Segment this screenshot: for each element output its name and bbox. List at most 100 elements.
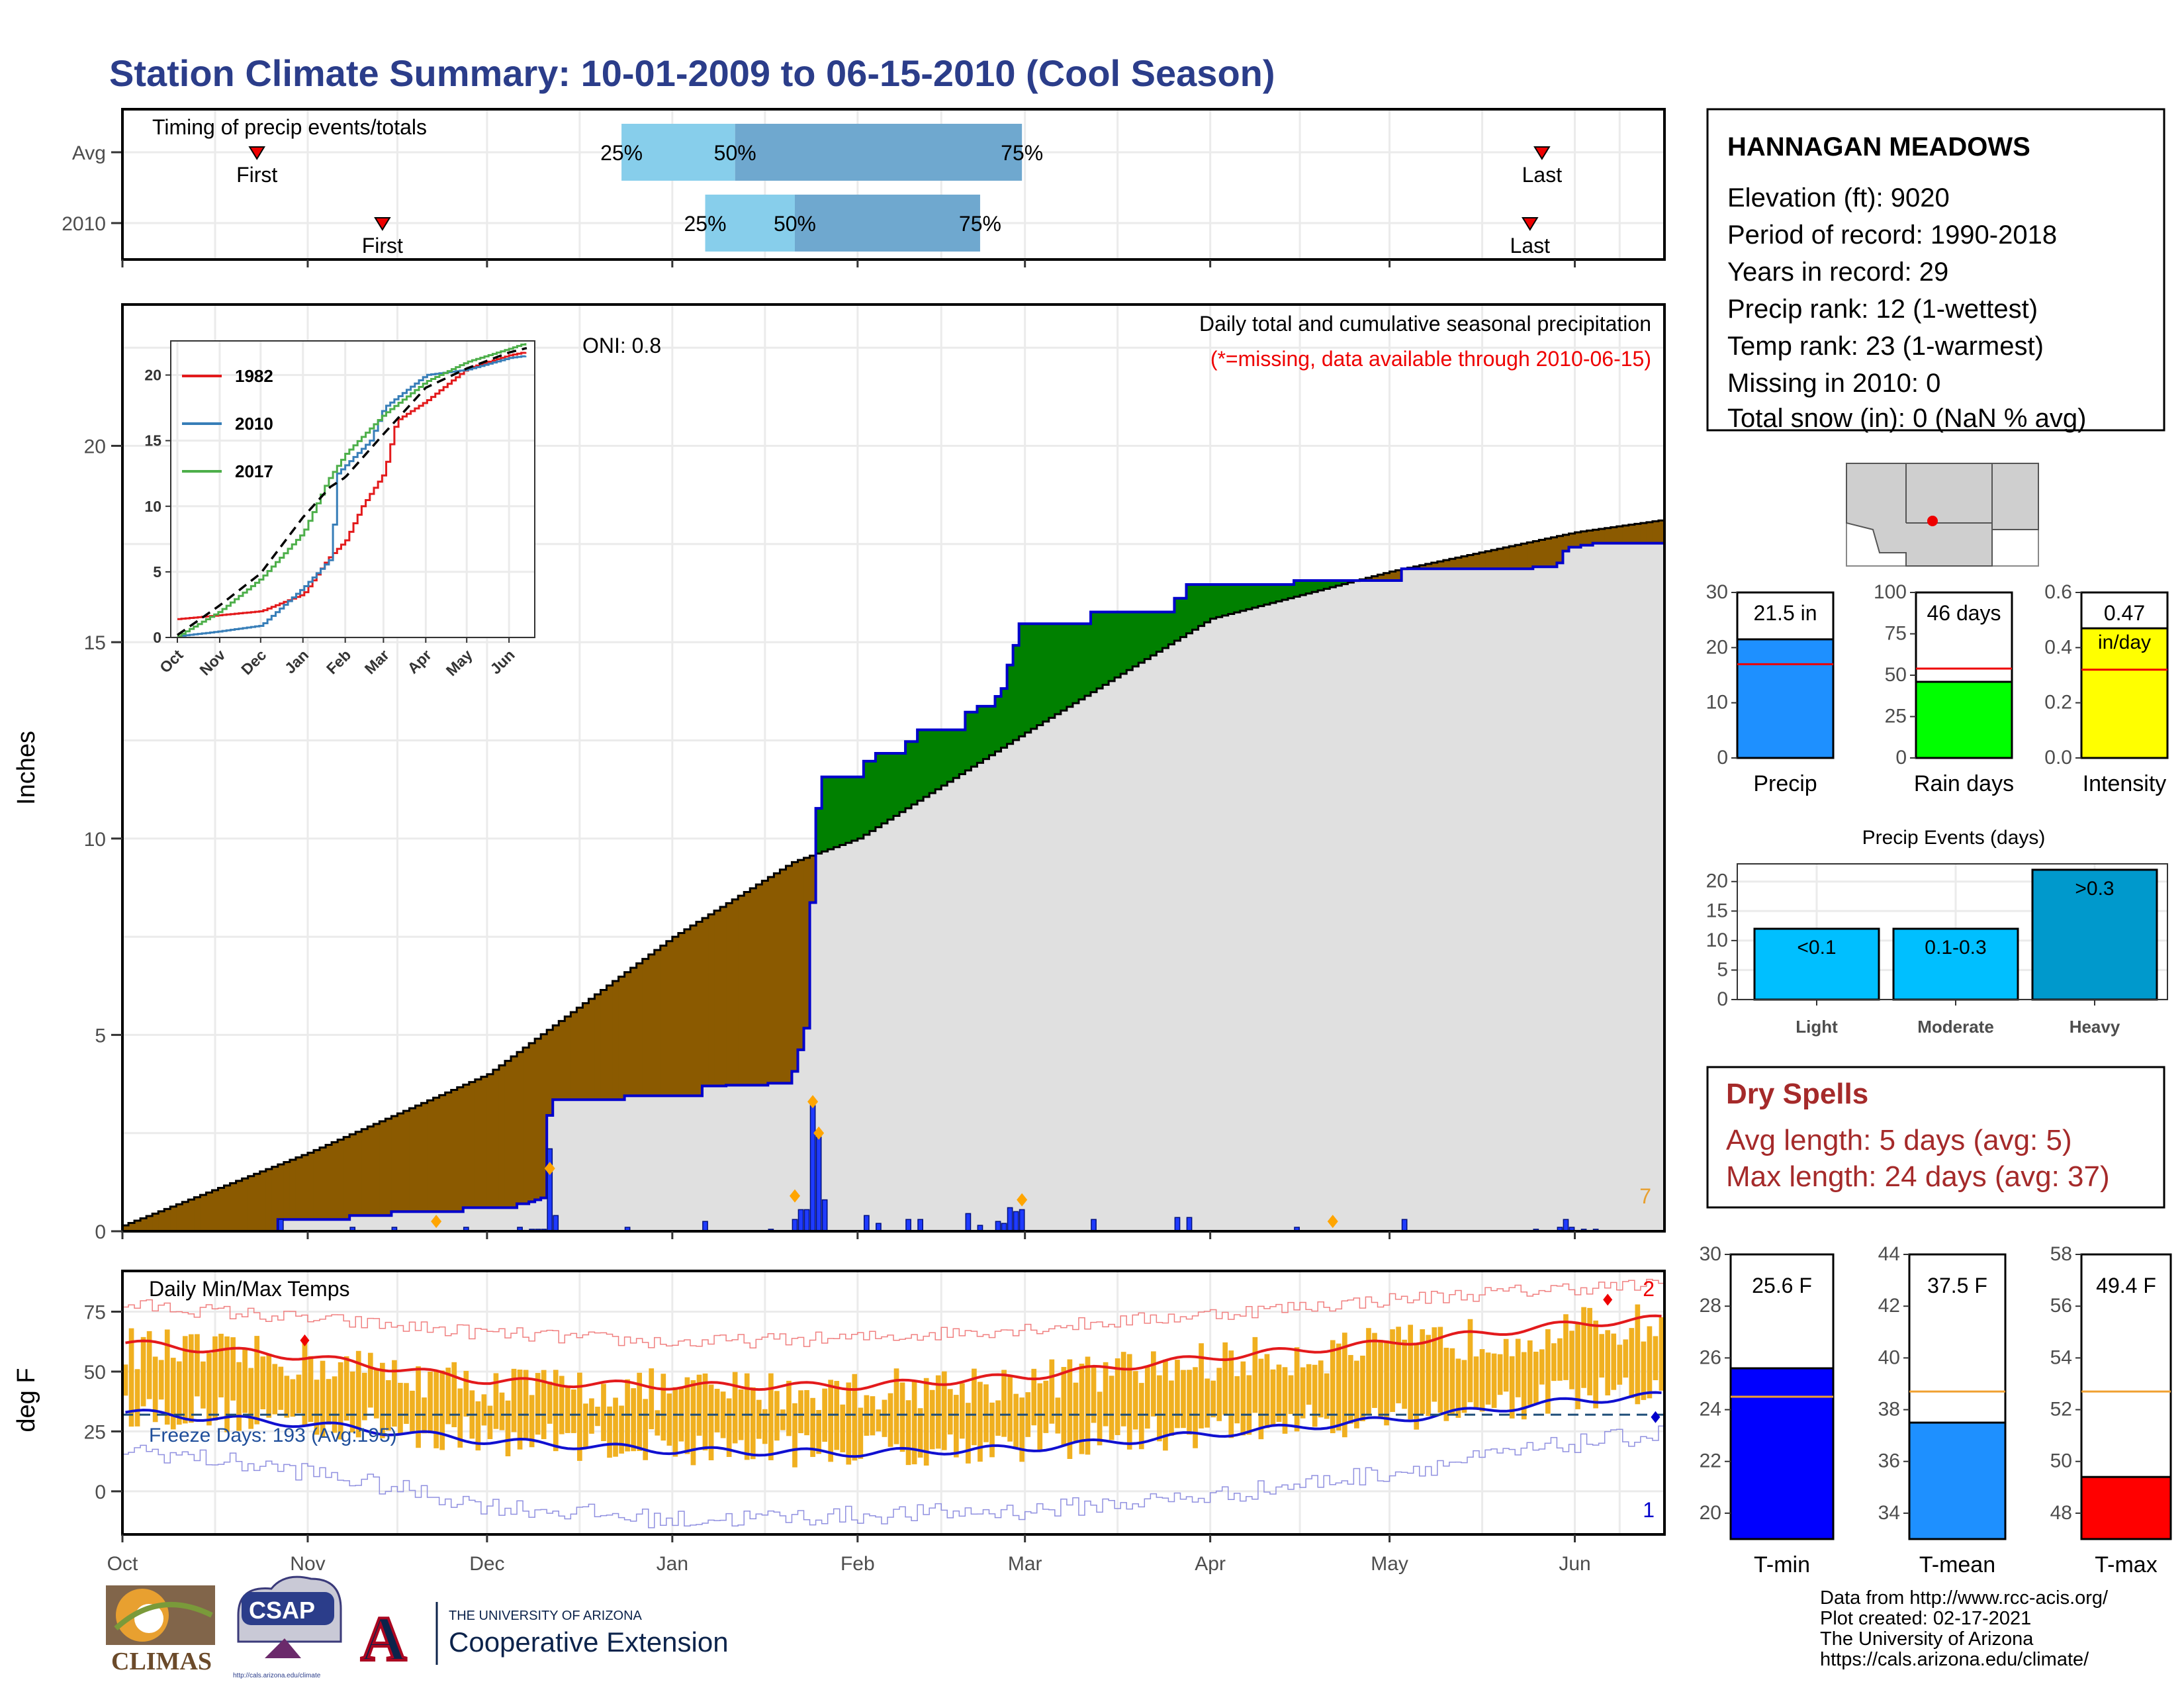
below-average-fill xyxy=(1371,576,1379,581)
below-average-fill xyxy=(1473,553,1480,569)
x-tick-label: Jan xyxy=(657,1553,688,1575)
below-average-fill xyxy=(1503,547,1510,569)
last-event-marker xyxy=(1533,146,1551,160)
daily-temp-bar xyxy=(349,1371,355,1433)
daily-temp-bar xyxy=(1659,1317,1664,1391)
above-average-fill xyxy=(1269,584,1277,603)
daily-temp-bar xyxy=(1181,1370,1186,1429)
below-average-fill xyxy=(1509,546,1516,569)
daily-temp-bar xyxy=(595,1407,600,1427)
daily-temp-bar xyxy=(798,1390,803,1434)
daily-temp-bar xyxy=(702,1373,708,1451)
above-average-fill xyxy=(1251,584,1259,608)
above-average-fill xyxy=(941,729,948,786)
daily-temp-bar xyxy=(619,1405,624,1454)
dry-spells-title: Dry Spells xyxy=(1726,1078,1868,1110)
daily-temp-bar xyxy=(690,1380,696,1466)
first-event-label: First xyxy=(236,163,277,187)
daily-temp-bar xyxy=(1414,1343,1420,1430)
below-average-fill xyxy=(666,941,673,1096)
above-average-fill xyxy=(821,776,829,852)
daily-temp-bar xyxy=(643,1399,649,1460)
daily-temp-bar xyxy=(666,1393,672,1446)
below-average-fill xyxy=(1658,520,1665,543)
daily-temp-bar xyxy=(917,1408,923,1458)
daily-temp-bar xyxy=(762,1409,768,1444)
above-average-fill xyxy=(1228,584,1235,614)
below-average-fill xyxy=(756,884,762,1086)
csap-logo-text: CSAP xyxy=(249,1597,315,1624)
below-average-fill xyxy=(1616,526,1623,543)
daily-temp-bar xyxy=(1234,1376,1240,1424)
below-average-fill xyxy=(1604,528,1612,543)
temp-summary-y-tick-label: 42 xyxy=(1878,1295,1900,1317)
above-average-fill xyxy=(1066,624,1073,707)
below-average-fill xyxy=(1527,542,1533,569)
daily-temp-bar xyxy=(972,1368,977,1446)
precip-events-bar-label: >0.3 xyxy=(2075,878,2114,900)
x-tick-label: Oct xyxy=(107,1553,138,1575)
daily-temp-bar xyxy=(911,1381,917,1465)
temp-border xyxy=(121,1270,1666,1536)
daily-temp-bar xyxy=(583,1403,588,1449)
station-line: Period of record: 1990-2018 xyxy=(1727,220,2057,250)
daily-temp-bar xyxy=(1378,1340,1383,1417)
below-average-fill xyxy=(1479,552,1486,569)
daily-temp-bar xyxy=(1228,1350,1234,1438)
daily-temp-bar xyxy=(122,1364,128,1396)
daily-temp-bar xyxy=(523,1370,529,1440)
above-average-fill xyxy=(899,753,906,812)
summary-bars: 21.5 in 0 10 20 30 Precip 46 days 0 25 50 75 100 Rai… xyxy=(1706,581,2169,796)
daily-temp-bar xyxy=(481,1394,487,1426)
below-average-fill xyxy=(182,1201,189,1231)
above-average-fill xyxy=(1150,612,1157,656)
below-average-fill xyxy=(690,925,697,1096)
temperature-summary-bars: 25.6 F 20 22 24 26 28 30 T-min 37.5 F 34 36 38 40 42 4… xyxy=(1700,1243,2172,1577)
below-average-fill xyxy=(122,1225,129,1231)
daily-precip-bar xyxy=(1013,1211,1019,1232)
ua-logo: A THE UNIVERSITY OF ARIZONA Cooperative … xyxy=(359,1602,729,1675)
precip-events-border xyxy=(1737,863,2168,1000)
above-average-fill xyxy=(1030,624,1038,729)
daily-temp-bar xyxy=(326,1379,332,1425)
daily-temp-bar xyxy=(1222,1342,1228,1415)
above-average-fill xyxy=(887,753,894,820)
daily-temp-bar xyxy=(1461,1360,1467,1413)
above-average-fill xyxy=(1042,624,1050,722)
below-average-fill xyxy=(642,959,649,1096)
daily-temp-bar xyxy=(899,1382,905,1452)
below-average-fill xyxy=(1580,531,1588,545)
daily-temp-bar xyxy=(332,1376,338,1433)
daily-temp-bar xyxy=(828,1380,834,1462)
daily-temp-bar xyxy=(361,1372,367,1421)
temp-summary-y-tick-label: 44 xyxy=(1878,1243,1900,1265)
daily-temp-bar xyxy=(1013,1393,1019,1448)
daily-temp-bar xyxy=(756,1399,762,1439)
below-average-fill xyxy=(1610,527,1617,543)
daily-temp-bar xyxy=(1270,1369,1276,1425)
daily-temp-bar xyxy=(983,1384,989,1442)
daily-temp-bar xyxy=(660,1374,666,1441)
below-average-fill xyxy=(134,1221,141,1231)
below-average-fill xyxy=(128,1223,135,1231)
daily-precip-bar xyxy=(547,1148,553,1232)
below-average-fill xyxy=(786,866,793,1084)
daily-temp-bar xyxy=(577,1372,582,1461)
below-average-fill xyxy=(504,1060,512,1208)
above-average-fill xyxy=(1162,612,1169,648)
below-average-fill xyxy=(463,1084,470,1208)
below-average-fill xyxy=(624,972,631,1096)
below-average-fill xyxy=(547,1029,553,1115)
precip-events-bar xyxy=(1753,927,1880,1001)
precip-events-title: Precip Events (days) xyxy=(1862,827,2046,849)
daily-temp-bar xyxy=(224,1336,230,1432)
daily-temp-bar xyxy=(134,1369,140,1427)
daily-temp-bar xyxy=(1449,1348,1455,1416)
below-average-fill xyxy=(1521,543,1527,569)
daily-temp-bar xyxy=(720,1391,726,1438)
below-average-fill xyxy=(696,921,703,1096)
above-average-fill xyxy=(857,776,864,839)
below-average-fill xyxy=(529,1043,535,1202)
daily-temp-bar xyxy=(1432,1327,1437,1402)
temp-summary-value: 25.6 F xyxy=(1752,1274,1812,1297)
